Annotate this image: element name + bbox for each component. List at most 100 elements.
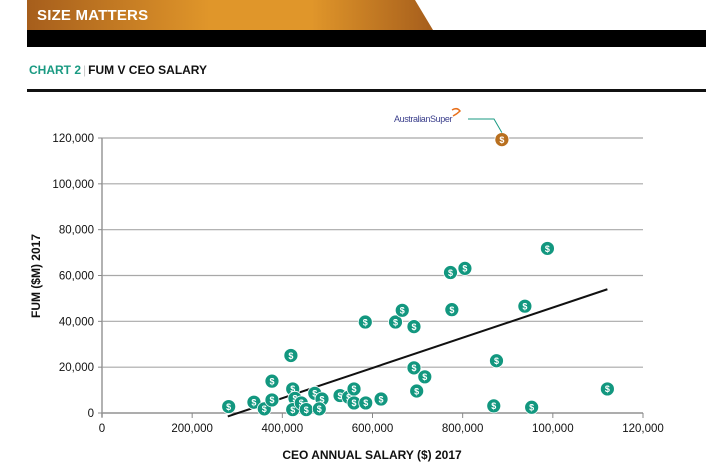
dollar-sign: $ xyxy=(529,403,534,413)
dollar-sign: $ xyxy=(393,317,398,327)
logo-swoosh-icon xyxy=(451,107,461,117)
x-axis-title: CEO ANNUAL SALARY ($) 2017 xyxy=(282,448,462,462)
dollar-sign: $ xyxy=(522,302,527,312)
australiansuper-logo: AustralianSuper xyxy=(394,114,452,124)
dollar-sign: $ xyxy=(411,363,416,373)
heading-rule xyxy=(27,89,706,92)
dollar-sign: $ xyxy=(414,386,419,396)
dollar-sign: $ xyxy=(448,268,453,278)
data-point: $ xyxy=(409,383,425,399)
data-point: $ xyxy=(221,399,237,414)
x-tick-label: 100,000 xyxy=(532,423,574,435)
dollar-sign: $ xyxy=(346,392,351,402)
dollar-coin-icon xyxy=(486,398,502,414)
dollar-sign: $ xyxy=(363,317,368,327)
dollar-sign: $ xyxy=(352,398,357,408)
dollar-coin-icon xyxy=(517,298,533,314)
data-point: $ xyxy=(346,381,362,397)
dollar-sign: $ xyxy=(545,244,550,254)
data-point: $ xyxy=(346,395,362,411)
data-point: $ xyxy=(540,241,555,256)
data-point: $ xyxy=(517,298,533,314)
data-point: $ xyxy=(246,394,262,410)
dollar-coin-icon xyxy=(394,302,410,318)
dollar-sign: $ xyxy=(400,306,405,316)
dollar-coin-icon xyxy=(417,369,433,385)
data-point: $ xyxy=(358,395,374,411)
heading-separator: | xyxy=(83,63,87,77)
y-tick-label: 80,000 xyxy=(59,225,94,237)
dollar-coin-icon xyxy=(540,241,555,256)
dollar-sign: $ xyxy=(319,394,324,404)
dollar-sign: $ xyxy=(411,322,416,332)
dollar-coin-icon xyxy=(524,399,540,415)
data-point: $ xyxy=(311,401,327,417)
y-tick-label: 60,000 xyxy=(59,271,94,283)
dollar-sign: $ xyxy=(226,402,231,412)
dollar-sign: $ xyxy=(605,384,610,394)
y-tick-label: 20,000 xyxy=(59,362,94,374)
x-tick-label: 0 xyxy=(99,423,105,435)
x-tick-label: 400,000 xyxy=(262,423,304,435)
y-axis-title: FUM ($M) 2017 xyxy=(29,234,43,318)
y-tick-label: 0 xyxy=(88,408,94,420)
dollar-sign: $ xyxy=(363,398,368,408)
chart-number: CHART 2 xyxy=(29,63,82,77)
dollar-sign: $ xyxy=(462,264,467,274)
dollar-sign: $ xyxy=(422,372,427,382)
data-point: $ xyxy=(444,302,460,318)
dollar-sign: $ xyxy=(317,404,322,414)
dollar-coin-icon xyxy=(357,314,373,330)
dollar-coin-icon xyxy=(221,399,237,414)
data-point: $ xyxy=(417,369,433,385)
dollar-sign: $ xyxy=(262,404,267,414)
data-point: $ xyxy=(264,392,280,408)
dollar-sign: $ xyxy=(494,356,499,366)
data-point: $ xyxy=(388,314,403,330)
dollar-coin-icon xyxy=(406,319,422,335)
dollar-coin-icon xyxy=(246,394,262,410)
header-black-bar xyxy=(27,30,706,47)
highlight-point: $ xyxy=(494,132,510,148)
dollar-coin-icon xyxy=(283,348,299,363)
data-point: $ xyxy=(264,373,280,389)
dollar-coin-icon xyxy=(388,314,403,330)
chart-heading: CHART 2 | FUM V CEO SALARY xyxy=(29,63,207,77)
dollar-coin-icon xyxy=(489,353,504,369)
data-point: $ xyxy=(489,353,504,369)
dollar-coin-icon xyxy=(311,401,327,417)
dollar-sign: $ xyxy=(499,135,504,145)
dollar-sign: $ xyxy=(352,384,357,394)
y-tick-label: 120,000 xyxy=(52,133,94,145)
data-point: $ xyxy=(486,398,502,414)
x-tick-label: 600,000 xyxy=(352,423,394,435)
dollar-sign: $ xyxy=(338,391,343,401)
dollar-sign: $ xyxy=(491,401,496,411)
x-tick-label: 800,000 xyxy=(442,423,484,435)
data-point: $ xyxy=(283,348,299,363)
dollar-coin-icon xyxy=(444,302,460,318)
dollar-sign: $ xyxy=(379,394,384,404)
data-point: $ xyxy=(443,265,458,280)
dollar-coin-icon xyxy=(457,260,473,276)
dollar-sign: $ xyxy=(299,398,304,408)
dollar-sign: $ xyxy=(312,389,317,399)
banner-shape xyxy=(27,0,433,30)
dollar-sign: $ xyxy=(251,398,256,408)
dollar-coin-icon xyxy=(406,360,422,376)
dollar-coin-icon xyxy=(443,265,458,280)
callout-line xyxy=(468,118,503,133)
data-point: $ xyxy=(394,302,410,318)
dollar-sign: $ xyxy=(269,376,274,386)
data-point: $ xyxy=(524,399,540,415)
dollar-coin-icon xyxy=(264,373,280,389)
dollar-coin-icon xyxy=(373,391,389,407)
x-tick-label: 200,000 xyxy=(171,423,213,435)
data-point: $ xyxy=(373,391,389,407)
data-point: $ xyxy=(298,402,314,417)
dollar-coin-icon xyxy=(599,381,615,397)
chart-title: FUM V CEO SALARY xyxy=(88,63,208,77)
y-tick-label: 40,000 xyxy=(59,316,94,328)
data-point: $ xyxy=(357,314,373,330)
